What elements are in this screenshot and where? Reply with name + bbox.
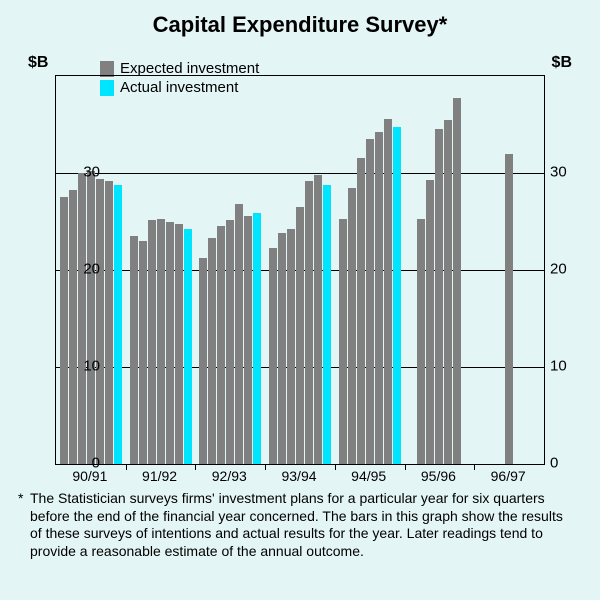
y-axis-label-left: $B	[28, 54, 48, 72]
bar-expected	[199, 258, 207, 464]
bar-actual	[253, 213, 261, 464]
bar-expected	[348, 188, 356, 464]
footnote-marker: *	[18, 490, 23, 506]
group-separator	[126, 464, 127, 470]
bar-expected	[96, 179, 104, 464]
bar-expected	[235, 204, 243, 464]
bar-expected	[157, 219, 165, 464]
bar-expected	[357, 158, 365, 464]
bar-expected	[148, 220, 156, 464]
bar-expected	[384, 119, 392, 464]
x-tick-label: 96/97	[491, 468, 526, 484]
group-separator	[405, 464, 406, 470]
bar-expected	[130, 236, 138, 464]
y-tick-left: 30	[60, 164, 100, 181]
bar-actual	[184, 229, 192, 464]
x-tick-label: 94/95	[351, 468, 386, 484]
bar-expected	[426, 180, 434, 464]
plot-area	[55, 75, 545, 465]
bar-expected	[87, 171, 95, 464]
x-tick-label: 93/94	[281, 468, 316, 484]
bar-expected	[375, 132, 383, 464]
bar-expected	[208, 238, 216, 464]
y-tick-right: 20	[550, 261, 590, 278]
footnote-text: The Statistician surveys firms' investme…	[30, 490, 575, 560]
bar-expected	[305, 181, 313, 464]
group-separator	[335, 464, 336, 470]
bar-expected	[269, 248, 277, 464]
bar-expected	[226, 220, 234, 464]
bar-expected	[417, 219, 425, 464]
chart-container: Capital Expenditure Survey* $B $B Expect…	[0, 0, 600, 600]
bar-expected	[166, 222, 174, 464]
bar-expected	[296, 207, 304, 464]
bar-expected	[78, 173, 86, 464]
bar-expected	[175, 224, 183, 464]
bar-expected	[339, 219, 347, 464]
x-tick-label: 90/91	[72, 468, 107, 484]
y-tick-right: 30	[550, 164, 590, 181]
bar-expected	[444, 120, 452, 464]
bar-expected	[314, 175, 322, 464]
y-tick-right: 10	[550, 358, 590, 375]
bar-actual	[114, 185, 122, 464]
x-tick-label: 92/93	[212, 468, 247, 484]
bar-actual	[323, 185, 331, 464]
group-separator	[195, 464, 196, 470]
bar-expected	[278, 233, 286, 464]
group-separator	[474, 464, 475, 470]
y-tick-left: 10	[60, 358, 100, 375]
bar-expected	[139, 241, 147, 464]
bar-expected	[453, 98, 461, 464]
y-axis-label-right: $B	[552, 54, 572, 72]
bar-expected	[435, 129, 443, 464]
group-separator	[265, 464, 266, 470]
y-tick-left: 20	[60, 261, 100, 278]
bar-expected	[60, 197, 68, 464]
bar-actual	[393, 127, 401, 464]
bar-expected	[217, 226, 225, 464]
bar-expected	[244, 216, 252, 464]
bar-expected	[505, 154, 513, 464]
chart-title: Capital Expenditure Survey*	[0, 0, 600, 38]
bar-expected	[105, 181, 113, 464]
bar-expected	[366, 139, 374, 464]
bar-expected	[287, 229, 295, 464]
x-tick-label: 95/96	[421, 468, 456, 484]
x-tick-label: 91/92	[142, 468, 177, 484]
gridline	[56, 173, 544, 174]
bar-expected	[69, 190, 77, 464]
y-tick-right: 0	[550, 455, 590, 472]
